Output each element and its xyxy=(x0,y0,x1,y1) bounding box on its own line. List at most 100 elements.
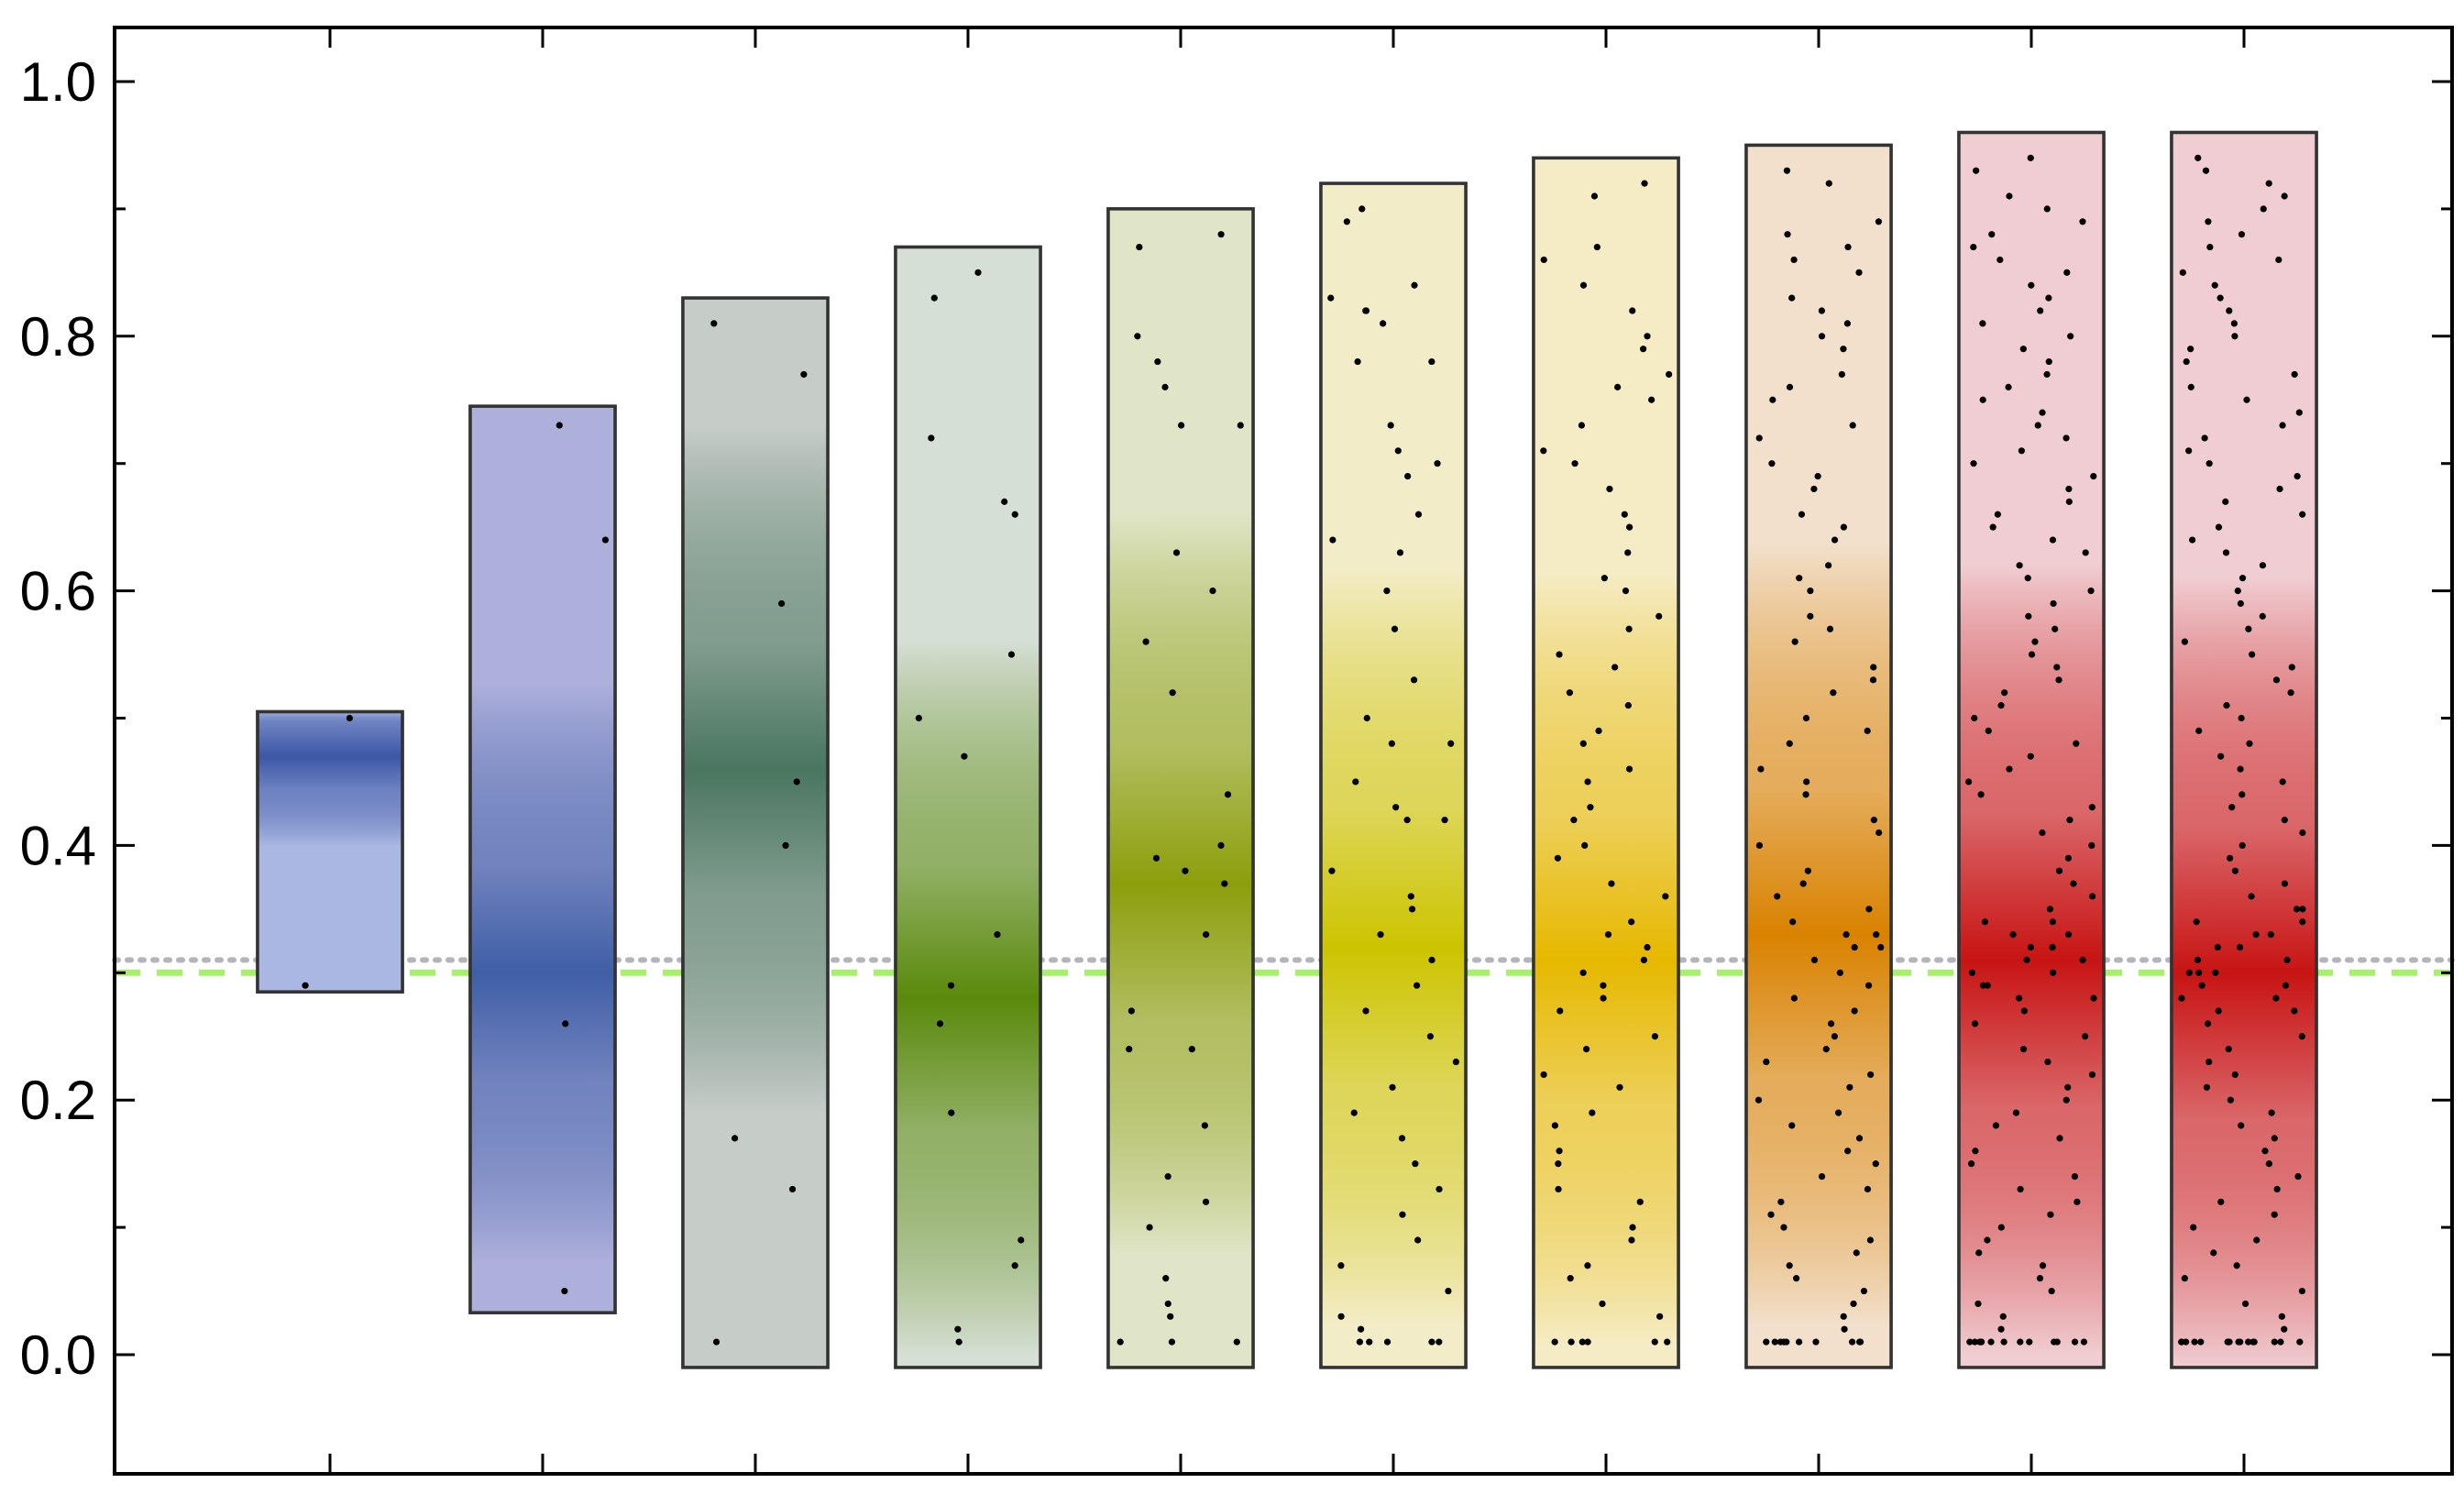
point xyxy=(1795,1338,1803,1346)
point xyxy=(2012,1109,2020,1116)
point xyxy=(1188,1046,1195,1053)
point xyxy=(1840,1313,1847,1320)
point xyxy=(1567,1275,1574,1282)
point xyxy=(1877,943,1885,951)
point xyxy=(1780,1224,1788,1231)
point xyxy=(1392,804,1400,811)
point xyxy=(778,599,786,608)
point xyxy=(1651,1338,1658,1346)
point xyxy=(2050,969,2057,976)
point xyxy=(2293,906,2301,913)
point xyxy=(1161,383,1169,390)
point xyxy=(1788,294,1796,302)
point xyxy=(1796,575,1803,582)
point xyxy=(1600,575,1608,582)
point xyxy=(2272,994,2280,1002)
point xyxy=(1994,511,2001,518)
point xyxy=(1803,778,1810,785)
point xyxy=(1556,651,1563,658)
point xyxy=(2005,383,2012,390)
point xyxy=(955,1338,962,1346)
point xyxy=(601,536,610,544)
point xyxy=(1356,1338,1363,1346)
point xyxy=(2238,1122,2245,1129)
point xyxy=(1851,1007,1858,1015)
y-tick-labels: 0.0 0.2 0.4 0.6 0.8 1.0 xyxy=(20,51,96,1386)
point xyxy=(2223,702,2230,709)
box-6 xyxy=(1319,181,1468,1369)
point xyxy=(1606,485,1613,493)
box-8 xyxy=(1744,143,1893,1369)
point xyxy=(1556,1007,1564,1015)
point xyxy=(2090,994,2097,1002)
point xyxy=(1362,307,1370,314)
point xyxy=(1831,1033,1838,1040)
point xyxy=(1814,472,1821,480)
box-4 xyxy=(894,245,1042,1369)
point xyxy=(1970,460,1977,467)
point xyxy=(1436,1185,1443,1193)
point xyxy=(346,714,354,722)
point xyxy=(2062,1096,2070,1104)
point xyxy=(1209,588,1216,595)
point xyxy=(2237,1338,2244,1346)
point xyxy=(1656,612,1663,620)
point xyxy=(1640,346,1647,353)
point xyxy=(2023,956,2030,964)
point xyxy=(1628,918,1635,926)
point xyxy=(2185,447,2193,455)
point xyxy=(1201,1122,1208,1129)
point xyxy=(1864,727,1871,734)
point xyxy=(2063,269,2071,276)
point xyxy=(1452,1058,1459,1066)
point xyxy=(1784,231,1791,238)
point xyxy=(2259,562,2267,569)
sample-points xyxy=(302,154,2306,1346)
point xyxy=(2203,1083,2211,1091)
point xyxy=(1974,1300,1982,1308)
point xyxy=(1774,893,1781,900)
point xyxy=(1783,1338,1790,1346)
point xyxy=(1327,294,1335,302)
point xyxy=(2206,460,2213,467)
point xyxy=(2194,956,2202,964)
point xyxy=(2288,664,2295,671)
point xyxy=(1217,841,1225,850)
point xyxy=(2281,192,2288,200)
point xyxy=(1992,1122,2000,1129)
point xyxy=(2037,307,2044,314)
point xyxy=(1556,1148,1563,1155)
point xyxy=(1343,218,1350,225)
point xyxy=(1237,422,1244,429)
point xyxy=(1799,880,1807,887)
point xyxy=(1590,192,1599,200)
point xyxy=(2279,422,2286,429)
point xyxy=(1396,549,1404,556)
point xyxy=(2215,523,2223,531)
point xyxy=(1202,1198,1210,1205)
point xyxy=(2178,994,2185,1002)
point xyxy=(1329,536,1336,544)
point xyxy=(1337,1262,1345,1269)
point xyxy=(1977,791,1985,798)
point xyxy=(1328,867,1336,874)
point xyxy=(1971,1338,1978,1346)
point xyxy=(2056,1135,2063,1142)
point xyxy=(1786,383,1794,390)
point xyxy=(2090,472,2097,480)
box-2 xyxy=(468,404,617,1314)
point xyxy=(1154,357,1161,366)
point xyxy=(2281,1325,2288,1333)
point xyxy=(1600,982,1607,989)
point xyxy=(1126,1046,1133,1053)
point xyxy=(2227,1096,2234,1104)
point xyxy=(1388,740,1395,747)
point xyxy=(1629,307,1636,314)
point xyxy=(2088,841,2096,850)
point xyxy=(1579,740,1587,747)
point xyxy=(1146,1224,1153,1231)
point xyxy=(2066,817,2074,824)
point xyxy=(1840,523,1847,531)
point xyxy=(1853,1249,1860,1257)
point xyxy=(2000,1338,2008,1346)
